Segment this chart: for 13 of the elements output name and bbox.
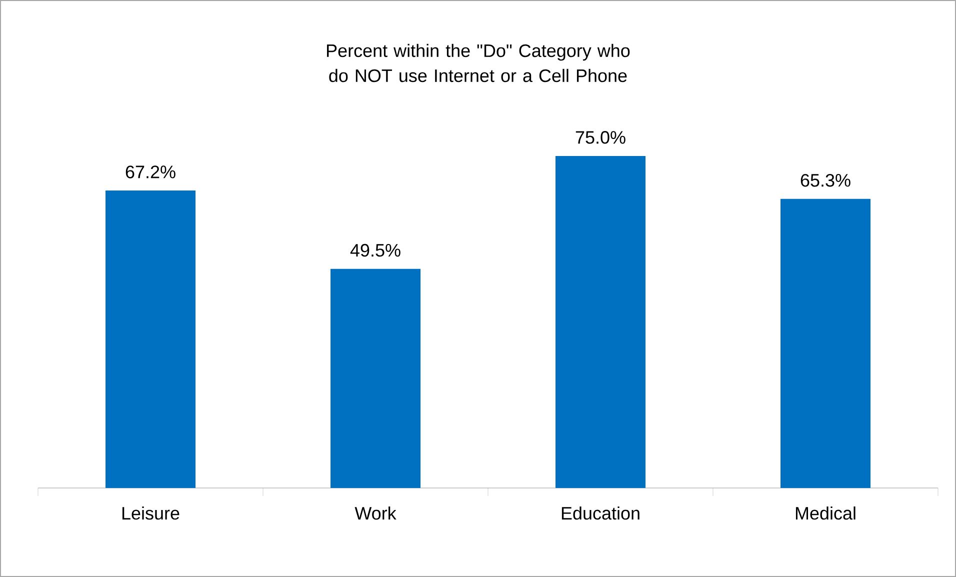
- bar: [780, 198, 870, 488]
- chart-title: Percent within the "Do" Category who do NOT use Internet or a Cell Phone: [327, 44, 630, 82]
- bar: [106, 190, 196, 488]
- data-label: 67.2%: [126, 166, 176, 178]
- x-tick-label: Medical: [796, 506, 856, 520]
- x-tick-label: Education: [562, 506, 640, 520]
- data-label: 49.5%: [350, 244, 400, 257]
- x-tick-label: Work: [354, 506, 396, 520]
- x-tick-label: Leisure: [122, 506, 180, 520]
- bar: [330, 268, 421, 488]
- bar: [556, 156, 646, 488]
- data-label: 65.3%: [800, 174, 850, 187]
- data-label: 75.0%: [576, 131, 626, 144]
